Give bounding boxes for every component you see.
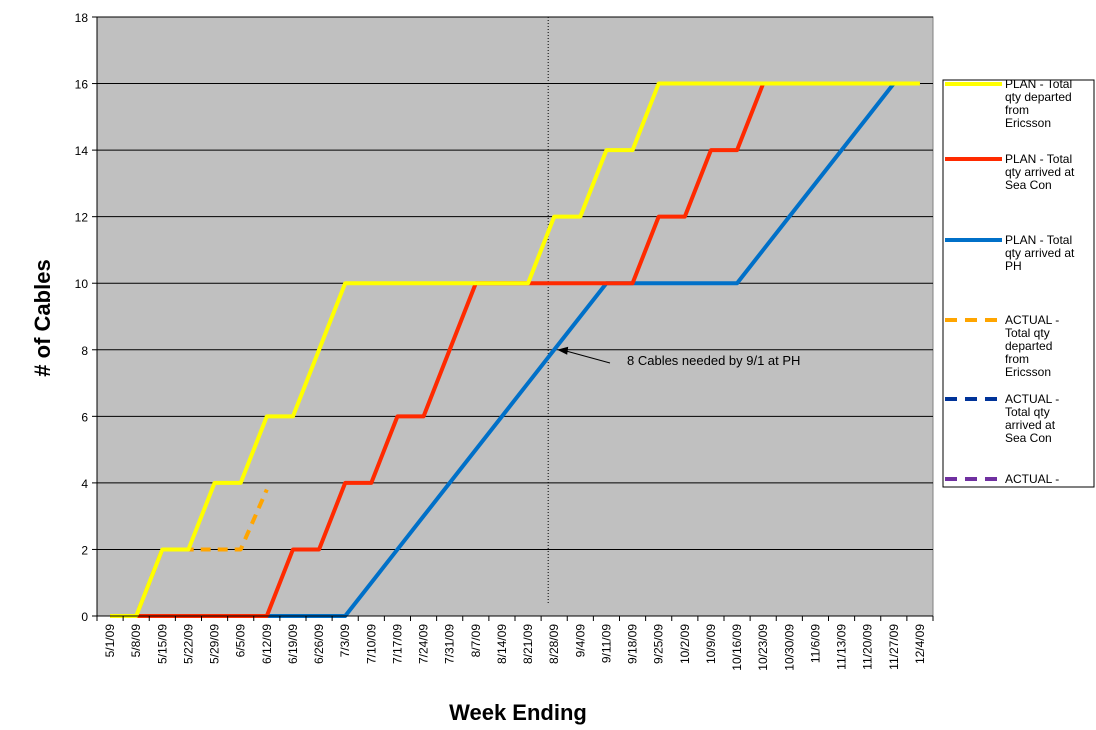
series-line-1 [110, 81, 920, 618]
x-tick-label: 5/8/09 [129, 624, 143, 658]
legend-label-4: Total qty [1005, 326, 1050, 340]
legend-box [942, 79, 1095, 488]
legend-label-3: PLAN - Total [1005, 233, 1072, 247]
x-tick-label: 8/14/09 [495, 624, 509, 664]
x-tick-label: 10/23/09 [756, 624, 770, 671]
y-tick-label: 6 [81, 410, 88, 424]
annotation-arrowhead [557, 346, 569, 355]
x-tick-label: 9/4/09 [573, 624, 587, 658]
legend-label-1: PLAN - Total [1005, 77, 1072, 91]
x-tick-label: 6/26/09 [312, 624, 326, 664]
x-tick-label: 11/6/09 [808, 624, 822, 663]
x-tick-label: 6/19/09 [286, 624, 300, 664]
x-tick-label: 9/18/09 [626, 624, 640, 664]
y-tick-label: 0 [81, 610, 88, 624]
x-tick-label: 5/15/09 [155, 624, 169, 664]
legend-label-5: arrived at [1005, 418, 1056, 432]
legend-label-2: Sea Con [1005, 178, 1052, 192]
legend-label-2: PLAN - Total [1005, 152, 1072, 166]
x-tick-label: 9/11/09 [599, 624, 613, 663]
legend-label-3: PH [1005, 259, 1022, 273]
y-tick-label: 2 [81, 543, 88, 557]
legend-label-6: ACTUAL - [1005, 472, 1059, 486]
legend-label-1: Ericsson [1005, 116, 1051, 130]
x-tick-label: 8/7/09 [469, 624, 483, 658]
x-tick-label: 7/3/09 [338, 624, 352, 658]
annotation-arrow-line [565, 350, 611, 364]
annotation-group: 8 Cables needed by 9/1 at PH [557, 346, 800, 368]
plot-area [96, 16, 934, 617]
x-tick-label: 10/30/09 [782, 624, 796, 671]
y-axis: 0 2 4 6 8 10 12 14 16 18 [75, 11, 98, 624]
legend-label-4: Ericsson [1005, 365, 1051, 379]
x-tick-label: 5/1/09 [103, 624, 117, 658]
x-tick-label: 6/5/09 [234, 624, 248, 658]
x-tick-label: 12/4/09 [913, 624, 927, 664]
x-tick-label: 8/28/09 [547, 624, 561, 664]
x-tick-label: 7/10/09 [364, 624, 378, 664]
legend-label-5: ACTUAL - [1005, 392, 1059, 406]
x-tick-label: 11/27/09 [887, 624, 901, 670]
x-tick-label: 10/9/09 [704, 624, 718, 664]
legend-label-5: Sea Con [1005, 431, 1052, 445]
x-tick-label: 11/13/09 [835, 624, 849, 670]
x-tick-label: 10/2/09 [678, 624, 692, 664]
y-tick-label: 12 [75, 211, 89, 225]
x-tick-label: 11/20/09 [861, 624, 875, 670]
x-tick-label: 9/25/09 [652, 624, 666, 664]
x-axis: 5/1/09 5/8/09 5/15/09 5/22/09 5/29/09 6/5/09 6… [96, 615, 934, 671]
legend-label-4: ACTUAL - [1005, 313, 1059, 327]
x-tick-label: 7/24/09 [417, 624, 431, 664]
y-tick-label: 10 [75, 277, 89, 291]
x-tick-label: 8/21/09 [521, 624, 535, 664]
x-tick-label: 5/22/09 [181, 624, 195, 664]
legend-label-4: from [1005, 352, 1029, 366]
x-tick-label: 6/12/09 [260, 624, 274, 664]
y-tick-label: 8 [81, 344, 88, 358]
legend-label-5: Total qty [1005, 405, 1050, 419]
y-tick-label: 14 [75, 144, 89, 158]
x-tick-label: 7/31/09 [443, 624, 457, 664]
legend-label-4: departed [1005, 339, 1052, 353]
legend-label-1: qty departed [1005, 90, 1072, 104]
annotation-text: 8 Cables needed by 9/1 at PH [627, 353, 800, 368]
y-tick-label: 18 [75, 11, 89, 25]
legend-label-2: qty arrived at [1005, 165, 1075, 179]
y-axis-title: # of Cables [30, 259, 55, 376]
y-tick-label: 16 [75, 78, 89, 92]
y-tick-label: 4 [81, 477, 88, 491]
x-tick-label: 5/29/09 [208, 624, 222, 664]
x-tick-label: 10/16/09 [730, 624, 744, 671]
legend-label-3: qty arrived at [1005, 246, 1075, 260]
x-axis-title: Week Ending [449, 700, 587, 725]
legend-label-1: from [1005, 103, 1029, 117]
x-tick-label: 7/17/09 [390, 624, 404, 664]
